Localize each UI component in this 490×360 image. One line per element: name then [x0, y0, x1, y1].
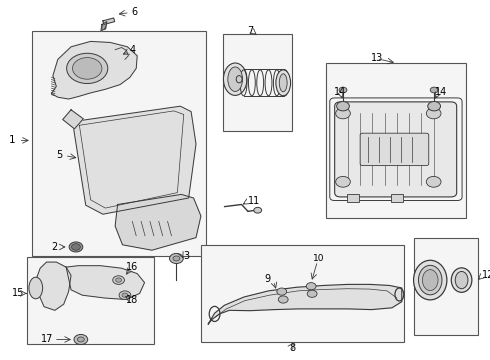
Text: 4: 4 — [130, 45, 136, 55]
Ellipse shape — [223, 63, 247, 95]
Circle shape — [173, 256, 180, 261]
Circle shape — [170, 253, 183, 264]
Circle shape — [336, 176, 350, 187]
Ellipse shape — [455, 271, 468, 289]
Bar — [223, 34, 292, 131]
Polygon shape — [73, 106, 196, 214]
Polygon shape — [66, 266, 145, 300]
Text: 13: 13 — [371, 53, 383, 63]
Circle shape — [254, 207, 262, 213]
Circle shape — [307, 290, 317, 297]
Text: 5: 5 — [56, 150, 63, 160]
Circle shape — [337, 102, 349, 111]
Polygon shape — [115, 194, 201, 250]
Ellipse shape — [276, 70, 291, 96]
Text: 11: 11 — [248, 196, 260, 206]
Polygon shape — [208, 284, 402, 324]
Text: 18: 18 — [126, 294, 139, 305]
Ellipse shape — [451, 268, 472, 292]
Circle shape — [74, 334, 88, 345]
Text: 3: 3 — [184, 251, 190, 261]
Polygon shape — [34, 262, 71, 310]
Text: 16: 16 — [126, 262, 139, 272]
Polygon shape — [63, 110, 83, 129]
Text: 14: 14 — [334, 87, 346, 97]
Circle shape — [119, 291, 131, 300]
Bar — [326, 63, 466, 218]
Circle shape — [77, 337, 84, 342]
Circle shape — [426, 176, 441, 187]
Text: 10: 10 — [313, 254, 324, 263]
Circle shape — [428, 102, 441, 111]
Text: 2: 2 — [51, 242, 58, 252]
Text: 12: 12 — [482, 270, 490, 280]
Circle shape — [72, 244, 80, 250]
Polygon shape — [51, 41, 137, 99]
Circle shape — [69, 242, 83, 252]
Bar — [414, 238, 478, 335]
FancyBboxPatch shape — [360, 133, 429, 166]
FancyBboxPatch shape — [335, 102, 457, 197]
Text: 17: 17 — [41, 334, 53, 345]
Circle shape — [67, 53, 108, 84]
Bar — [201, 245, 404, 342]
Circle shape — [430, 87, 438, 93]
Text: 7: 7 — [247, 26, 253, 36]
Ellipse shape — [29, 277, 43, 299]
Circle shape — [426, 108, 441, 119]
Ellipse shape — [228, 67, 243, 91]
Circle shape — [336, 108, 350, 119]
Ellipse shape — [418, 265, 442, 295]
Circle shape — [113, 276, 124, 284]
Bar — [391, 194, 403, 202]
Polygon shape — [101, 22, 107, 31]
Circle shape — [277, 288, 287, 295]
Text: 8: 8 — [289, 343, 295, 353]
Text: 6: 6 — [131, 6, 137, 17]
Bar — [32, 31, 206, 256]
Circle shape — [116, 278, 122, 282]
Text: 14: 14 — [435, 87, 447, 97]
Circle shape — [278, 296, 288, 303]
Ellipse shape — [279, 74, 287, 92]
Circle shape — [73, 58, 102, 79]
Text: 15: 15 — [12, 288, 24, 298]
Text: 1: 1 — [9, 135, 16, 145]
Polygon shape — [103, 18, 115, 24]
Bar — [347, 194, 359, 202]
Circle shape — [339, 87, 347, 93]
Ellipse shape — [422, 270, 438, 291]
Circle shape — [122, 293, 128, 297]
Text: 9: 9 — [265, 274, 270, 284]
Bar — [27, 257, 154, 344]
Ellipse shape — [414, 260, 447, 300]
Circle shape — [306, 283, 316, 290]
